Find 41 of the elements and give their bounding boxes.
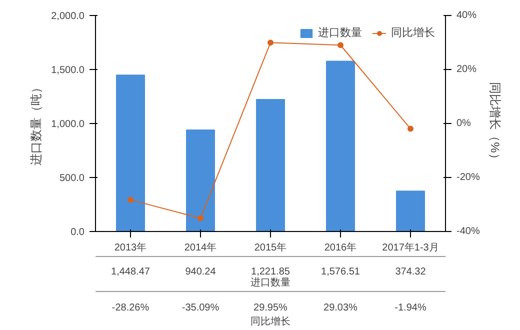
data-label: -28.26% [112, 302, 150, 314]
y-tick-label: 1,500.0 [51, 65, 85, 76]
y-tick-label: 0.0 [70, 227, 85, 238]
data-label: -1.94% [394, 302, 426, 314]
y-tick-label: 2,000.0 [51, 11, 85, 22]
point [198, 215, 204, 222]
bar [186, 129, 215, 232]
data-label: 1,448.47 [111, 266, 150, 278]
x-tick-label: 2014年 [184, 242, 217, 254]
data-label: 29.95% [254, 302, 288, 314]
y2-tick-label: 0% [456, 118, 472, 129]
x-tick-label: 2015年 [254, 242, 287, 254]
point [128, 196, 134, 203]
y2-tick-label: -40% [456, 226, 480, 237]
bar [116, 74, 145, 232]
y-axis-title: 进口数量（吨） [29, 82, 44, 166]
y-tick-label: 500.0 [59, 173, 85, 184]
data-label: 1,576.51 [321, 266, 360, 278]
data-label: 1,221.85 [251, 266, 290, 278]
y2-tick-label: 20% [456, 64, 477, 75]
y2-tick-label: 40% [456, 10, 477, 21]
y-tick-label: 1,000.0 [51, 119, 85, 130]
text: 进口数量 [250, 278, 290, 288]
data-label: -35.09% [182, 302, 220, 314]
bar [256, 99, 285, 232]
point [268, 40, 274, 46]
point [408, 126, 414, 132]
x-tick-label: 2017年1-3月 [382, 242, 439, 254]
y2-tick-label: -20% [456, 172, 480, 183]
legend-label: 进口数量 [318, 26, 362, 40]
bar [396, 190, 425, 232]
data-label: 374.32 [395, 266, 426, 278]
x-tick-label: 2013年 [114, 242, 147, 254]
data-label: 940.24 [185, 266, 216, 278]
text: 同比增长 [250, 316, 290, 328]
y2-axis-title: 同比增长（%） [488, 82, 502, 165]
legend-label: 同比增长 [391, 26, 435, 40]
point [338, 42, 344, 48]
data-label: 29.03% [324, 302, 358, 314]
x-tick-label: 2016年 [324, 242, 357, 254]
bar [326, 60, 355, 232]
